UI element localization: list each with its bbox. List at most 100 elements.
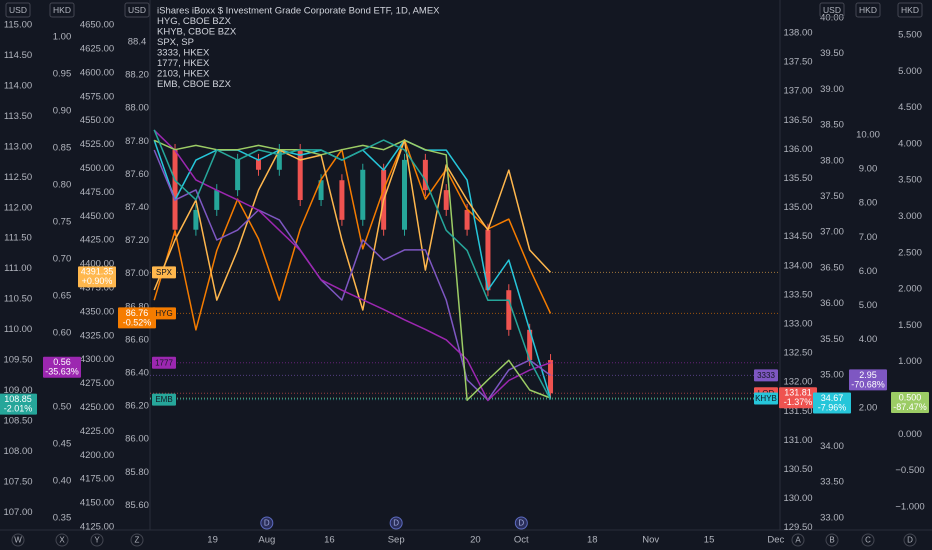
y-tick-label: 86.80 [125, 301, 149, 312]
axis-letter-circle [861, 533, 875, 547]
y-tick-label: 5.500 [898, 30, 922, 41]
series-line [153, 129, 552, 400]
candle-body [360, 169, 366, 220]
legend-entry: 1777, HKEX [157, 58, 210, 69]
price-badge-value: 2.95 [859, 370, 877, 380]
axis-letter: A [795, 536, 801, 545]
candle-body [255, 159, 261, 170]
axis-letter: X [59, 536, 65, 545]
y-tick-label: 0.40 [53, 476, 72, 487]
series-tag-label: 1777 [155, 358, 173, 367]
y-tick-label: 4.000 [898, 138, 922, 149]
price-badge [0, 393, 37, 415]
axis-letter-circle [903, 533, 917, 547]
axis-unit: USD [823, 5, 841, 15]
y-tick-label: 4600.00 [80, 67, 114, 78]
y-tick-label: 114.00 [4, 80, 32, 91]
y-tick-label: 138.00 [783, 28, 812, 39]
y-tick-label: 0.35 [53, 513, 72, 524]
candle-body [506, 290, 512, 330]
series-tag-label: HYG [155, 309, 172, 318]
y-tick-label: 131.00 [783, 435, 812, 446]
y-tick-label: 87.80 [125, 136, 149, 147]
axis-letter-circle [130, 533, 144, 547]
candle-body [235, 159, 241, 191]
y-tick-label: 36.00 [820, 298, 844, 309]
candle-body [339, 180, 345, 220]
series-tag-label: SPX [156, 268, 173, 277]
candle-body [276, 149, 282, 170]
y-tick-label: 33.50 [820, 477, 844, 488]
price-badge [849, 369, 887, 391]
unit-box [49, 2, 75, 18]
y-tick-label: 87.60 [125, 169, 149, 180]
y-tick-label: 113.00 [4, 141, 32, 152]
y-tick-label: 35.00 [820, 370, 844, 381]
x-tick-label: 20 [470, 535, 481, 546]
y-tick-label: 0.45 [53, 439, 72, 450]
y-tick-label: 86.60 [125, 334, 149, 345]
axis-letter-circle [55, 533, 69, 547]
y-tick-label: 34.00 [820, 441, 844, 452]
legend-entry: 3333, HKEX [157, 48, 210, 59]
event-marker [260, 516, 274, 530]
event-label: D [264, 519, 270, 528]
x-tick-label: Nov [642, 535, 659, 546]
y-tick-label: 2.500 [898, 247, 922, 258]
series-tag [152, 356, 176, 369]
x-tick-label: 18 [587, 535, 598, 546]
event-label: D [393, 519, 399, 528]
y-tick-label: 109.00 [3, 385, 32, 396]
price-badge-change: -2.01% [4, 404, 33, 414]
candle-body [318, 180, 324, 201]
price-badge-value: 131.81 [784, 388, 812, 398]
y-tick-label: 0.65 [53, 291, 72, 302]
y-tick-label: 85.80 [125, 467, 149, 478]
unit-box [5, 2, 31, 18]
axis-letter: B [829, 536, 834, 545]
y-tick-label: 4300.00 [80, 354, 114, 365]
y-tick-label: 134.50 [783, 231, 812, 242]
candle-body [402, 159, 408, 230]
legend-entry: HYG, CBOE BZX [157, 16, 232, 27]
price-badge [891, 392, 929, 414]
y-tick-label: 4175.00 [80, 474, 114, 485]
y-tick-label: 110.00 [4, 324, 32, 335]
axis-unit: HKD [901, 5, 919, 15]
y-tick-label: 40.00 [820, 13, 844, 24]
y-tick-label: 4125.00 [80, 521, 114, 532]
series-line [153, 149, 551, 401]
axis-letter-circle [825, 533, 839, 547]
chart-title: iShares iBoxx $ Investment Grade Corpora… [157, 6, 440, 17]
y-tick-label: 2.000 [898, 284, 922, 295]
y-tick-label: 36.50 [820, 262, 844, 273]
y-tick-label: 39.00 [820, 84, 844, 95]
unit-box [124, 2, 150, 18]
y-tick-label: 107.00 [3, 507, 32, 518]
y-tick-label: 0.80 [53, 180, 72, 191]
candle-body [214, 190, 220, 210]
y-tick-label: 10.00 [856, 130, 880, 141]
y-tick-label: 111.00 [4, 263, 32, 274]
y-tick-label: 135.00 [783, 202, 812, 213]
y-tick-label: 107.50 [3, 476, 32, 487]
y-tick-label: 4575.00 [80, 91, 114, 102]
y-tick-label: 87.40 [125, 202, 149, 213]
x-tick-label: 19 [207, 535, 218, 546]
y-tick-label: 136.50 [783, 115, 812, 126]
y-tick-label: 4150.00 [80, 498, 114, 509]
y-tick-label: 134.00 [783, 260, 812, 271]
price-badge-value: 108.85 [4, 394, 32, 404]
y-tick-label: 115.00 [4, 19, 32, 30]
y-tick-label: 113.50 [4, 111, 32, 122]
series-line [153, 139, 551, 401]
event-marker [514, 516, 528, 530]
series-tag-label: KHYB [755, 394, 777, 403]
y-tick-label: 136.00 [783, 144, 812, 155]
y-tick-label: 38.50 [820, 120, 844, 131]
axis-unit: HKD [53, 5, 71, 15]
y-tick-label: −1.000 [895, 501, 924, 512]
x-tick-label: 15 [704, 535, 715, 546]
y-tick-label: 0.95 [53, 69, 72, 80]
